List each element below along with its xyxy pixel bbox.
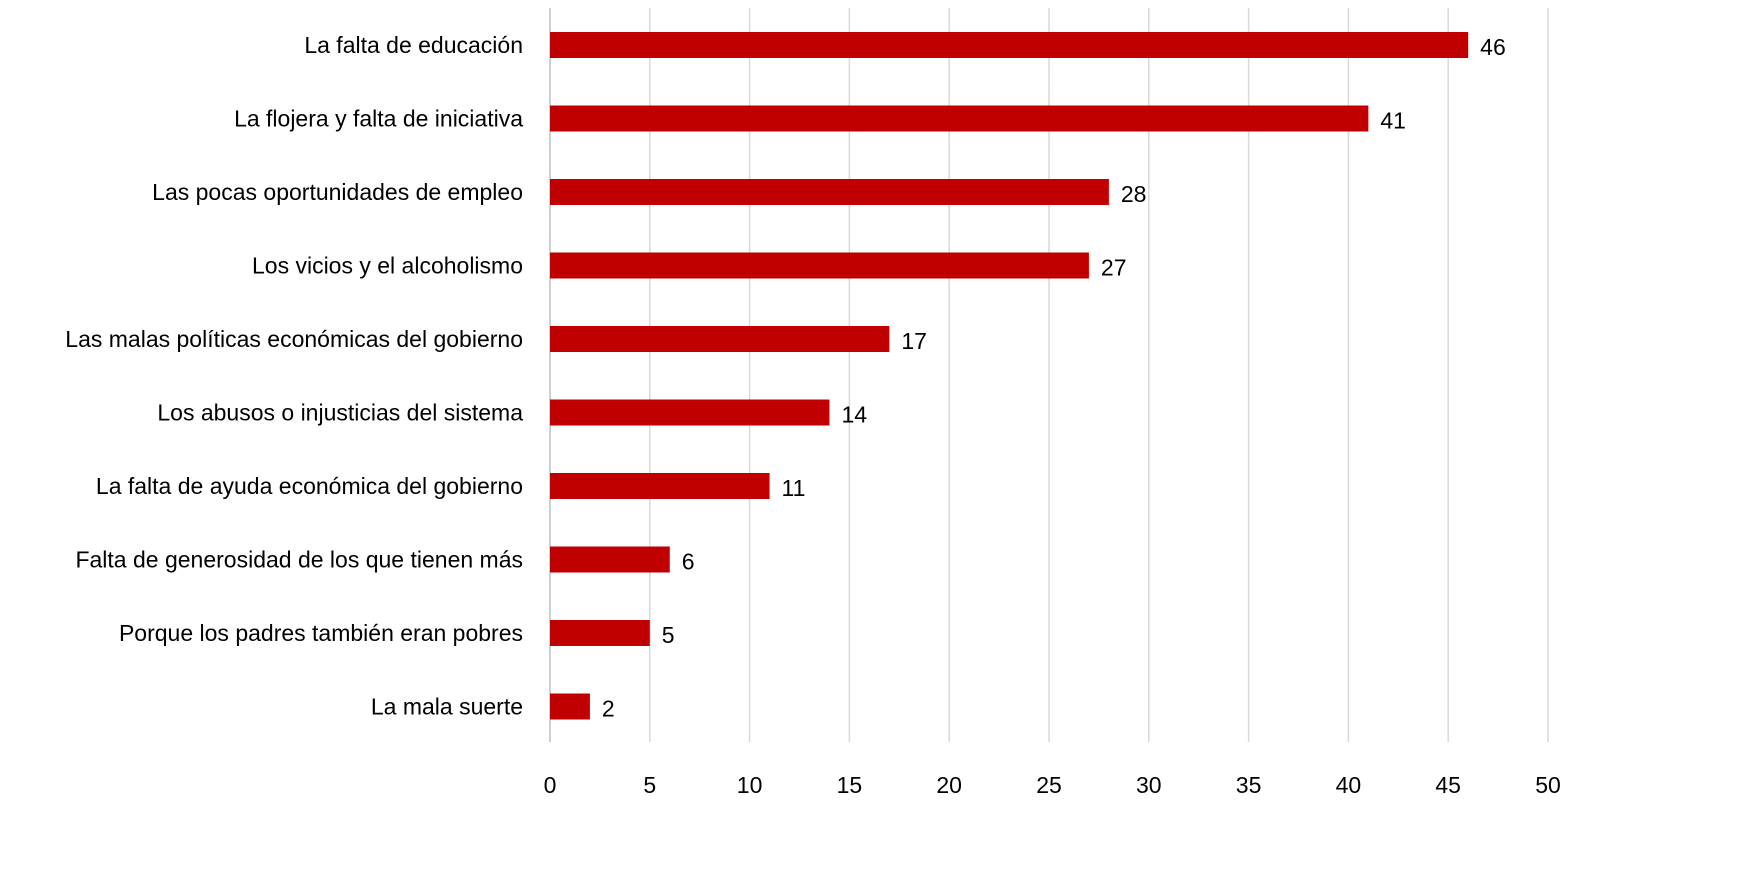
category-labels: La falta de educación La flojera y falta …: [65, 32, 523, 720]
data-label: 41: [1380, 108, 1406, 134]
category-label: Los abusos o injusticias del sistema: [157, 400, 523, 426]
category-label: La falta de educación: [304, 32, 523, 58]
data-label: 28: [1121, 181, 1147, 207]
category-label: Las malas políticas económicas del gobie…: [65, 326, 523, 352]
data-label: 6: [682, 549, 695, 575]
data-labels: 46 41 28 27 17 14 11 6 5 2: [602, 34, 1506, 722]
category-label: La flojera y falta de iniciativa: [234, 106, 523, 132]
data-label: 17: [901, 328, 927, 354]
x-tick-label: 50: [1535, 772, 1561, 798]
x-tick-label: 40: [1336, 772, 1362, 798]
x-axis-tick-labels: 0 5 10 15 20 25 30 35 40 45 50: [544, 772, 1561, 798]
bar-4: [550, 326, 890, 352]
bar-7: [550, 546, 670, 573]
bar-5: [550, 399, 830, 426]
bars: [550, 32, 1469, 720]
category-label: Las pocas oportunidades de empleo: [152, 179, 523, 205]
x-tick-label: 15: [837, 772, 863, 798]
bar-0: [550, 32, 1469, 58]
category-label: Porque los padres también eran pobres: [119, 620, 523, 646]
category-label: Los vicios y el alcoholismo: [252, 253, 523, 279]
x-tick-label: 20: [936, 772, 962, 798]
data-label: 27: [1101, 255, 1127, 281]
bar-2: [550, 179, 1109, 205]
bar-9: [550, 693, 590, 720]
x-tick-label: 30: [1136, 772, 1162, 798]
x-tick-label: 10: [737, 772, 763, 798]
x-tick-label: 0: [544, 772, 557, 798]
x-tick-label: 35: [1236, 772, 1262, 798]
bar-6: [550, 473, 770, 499]
x-tick-label: 25: [1036, 772, 1062, 798]
data-label: 5: [662, 622, 675, 648]
bar-8: [550, 620, 650, 646]
data-label: 11: [782, 475, 806, 501]
bar-3: [550, 252, 1089, 279]
category-label: La mala suerte: [371, 694, 523, 720]
x-tick-label: 5: [643, 772, 656, 798]
bar-1: [550, 105, 1369, 132]
category-label: La falta de ayuda económica del gobierno: [96, 473, 523, 499]
data-label: 14: [841, 402, 867, 428]
data-label: 46: [1480, 34, 1506, 60]
category-label: Falta de generosidad de los que tienen m…: [75, 547, 523, 573]
data-label: 2: [602, 696, 615, 722]
x-tick-label: 45: [1435, 772, 1461, 798]
